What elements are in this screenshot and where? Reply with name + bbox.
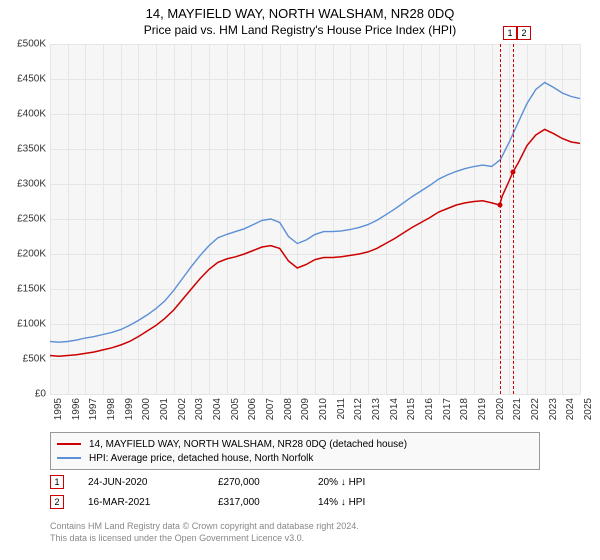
sale-price: £270,000 [218, 477, 318, 488]
legend-row: HPI: Average price, detached house, Nort… [57, 451, 533, 465]
y-tick-label: £250K [0, 214, 46, 225]
sale-diff: 20% ↓ HPI [318, 477, 438, 488]
legend: 14, MAYFIELD WAY, NORTH WALSHAM, NR28 0D… [50, 432, 540, 470]
x-tick-label: 2015 [406, 398, 417, 420]
sale-diff: 14% ↓ HPI [318, 497, 438, 508]
sale-row: 2 16-MAR-2021£317,00014% ↓ HPI [50, 492, 570, 512]
x-tick-label: 2018 [459, 398, 470, 420]
x-tick-label: 1995 [53, 398, 64, 420]
x-tick-label: 2012 [353, 398, 364, 420]
x-tick-label: 2022 [530, 398, 541, 420]
sale-row-marker: 1 [50, 475, 64, 489]
y-tick-label: £500K [0, 39, 46, 50]
x-tick-label: 2002 [177, 398, 188, 420]
x-tick-label: 2019 [477, 398, 488, 420]
x-tick-label: 2020 [495, 398, 506, 420]
x-tick-label: 2004 [212, 398, 223, 420]
legend-label: HPI: Average price, detached house, Nort… [89, 453, 313, 464]
x-tick-label: 1998 [106, 398, 117, 420]
sale-marker-dot [510, 170, 515, 175]
x-tick-label: 2014 [389, 398, 400, 420]
x-tick-label: 2011 [336, 398, 347, 420]
y-tick-label: £50K [0, 354, 46, 365]
y-tick-label: £450K [0, 74, 46, 85]
x-tick-label: 2006 [247, 398, 258, 420]
sale-date: 24-JUN-2020 [88, 477, 218, 488]
sale-marker-line [500, 44, 501, 394]
x-tick-label: 1999 [124, 398, 135, 420]
sale-marker-box: 1 [503, 26, 517, 40]
legend-row: 14, MAYFIELD WAY, NORTH WALSHAM, NR28 0D… [57, 437, 533, 451]
chart-title: 14, MAYFIELD WAY, NORTH WALSHAM, NR28 0D… [0, 0, 600, 21]
x-tick-label: 2007 [265, 398, 276, 420]
sale-marker-line [513, 44, 514, 394]
x-tick-label: 2023 [548, 398, 559, 420]
x-tick-label: 2009 [300, 398, 311, 420]
x-tick-label: 2021 [512, 398, 523, 420]
gridline-h [50, 394, 580, 395]
y-tick-label: £400K [0, 109, 46, 120]
chart-area: 12 £0£50K£100K£150K£200K£250K£300K£350K£… [50, 44, 580, 394]
x-tick-label: 2000 [141, 398, 152, 420]
y-tick-label: £0 [0, 389, 46, 400]
x-tick-label: 2016 [424, 398, 435, 420]
x-tick-label: 2017 [442, 398, 453, 420]
x-tick-label: 2010 [318, 398, 329, 420]
sale-row-marker: 2 [50, 495, 64, 509]
y-tick-label: £350K [0, 144, 46, 155]
legend-swatch [57, 457, 81, 459]
x-tick-label: 2008 [283, 398, 294, 420]
x-tick-label: 1996 [71, 398, 82, 420]
x-tick-label: 2005 [230, 398, 241, 420]
sale-date: 16-MAR-2021 [88, 497, 218, 508]
y-tick-label: £100K [0, 319, 46, 330]
sale-price: £317,000 [218, 497, 318, 508]
legend-swatch [57, 443, 81, 445]
legend-label: 14, MAYFIELD WAY, NORTH WALSHAM, NR28 0D… [89, 439, 407, 450]
y-tick-label: £300K [0, 179, 46, 190]
x-tick-label: 2013 [371, 398, 382, 420]
footer-line-2: This data is licensed under the Open Gov… [50, 532, 359, 544]
x-tick-label: 1997 [88, 398, 99, 420]
gridline-v [580, 44, 581, 394]
sale-row: 1 24-JUN-2020£270,00020% ↓ HPI [50, 472, 570, 492]
footer-attribution: Contains HM Land Registry data © Crown c… [50, 520, 359, 544]
x-tick-label: 2025 [583, 398, 594, 420]
footer-line-1: Contains HM Land Registry data © Crown c… [50, 520, 359, 532]
chart-container: 14, MAYFIELD WAY, NORTH WALSHAM, NR28 0D… [0, 0, 600, 560]
y-tick-label: £150K [0, 284, 46, 295]
x-tick-label: 2003 [194, 398, 205, 420]
sale-marker-dot [497, 203, 502, 208]
x-tick-label: 2001 [159, 398, 170, 420]
sale-marker-box: 2 [517, 26, 531, 40]
y-tick-label: £200K [0, 249, 46, 260]
x-tick-label: 2024 [565, 398, 576, 420]
sales-table: 1 24-JUN-2020£270,00020% ↓ HPI 2 16-MAR-202… [50, 472, 570, 512]
